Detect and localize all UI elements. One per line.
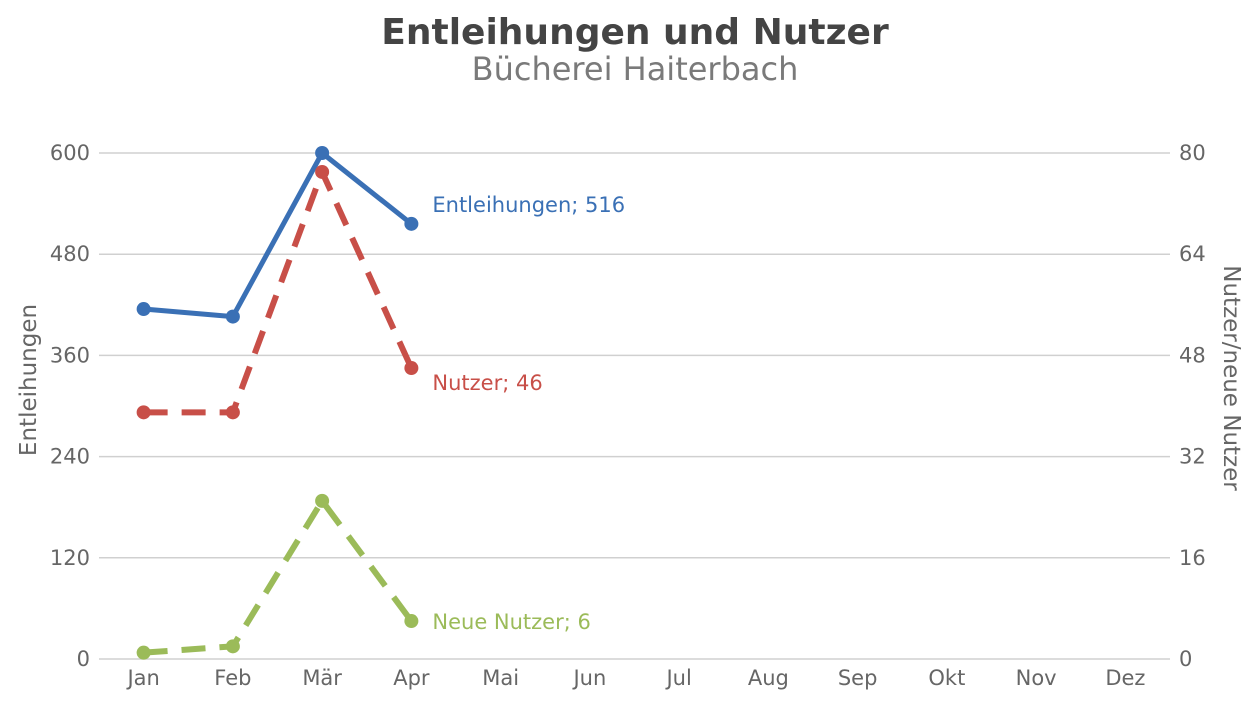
- series-end-label: Neue Nutzer; 6: [432, 610, 590, 634]
- series-entleihungen: Entleihungen; 516: [136, 146, 625, 324]
- x-tick-label: Dez: [1105, 666, 1145, 690]
- left-tick-label: 120: [50, 546, 90, 570]
- x-tick-label: Apr: [393, 666, 430, 690]
- right-tick-label: 0: [1179, 647, 1192, 671]
- right-tick-label: 64: [1179, 242, 1206, 266]
- data-point: [315, 164, 330, 179]
- data-point: [136, 645, 151, 660]
- left-tick-label: 600: [50, 141, 90, 165]
- x-tick-label: Jan: [125, 666, 159, 690]
- data-point: [404, 614, 419, 629]
- left-tick-label: 0: [77, 647, 90, 671]
- data-point: [225, 405, 240, 420]
- right-tick-label: 16: [1179, 546, 1206, 570]
- data-point: [315, 146, 330, 160]
- series-line: [143, 497, 414, 656]
- x-tick-label: Aug: [748, 666, 789, 690]
- x-tick-label: Jun: [571, 666, 606, 690]
- data-point: [404, 361, 419, 376]
- chart-subtitle: Bücherei Haiterbach: [472, 50, 799, 88]
- right-axis-title: Nutzer/neue Nutzer: [1218, 265, 1244, 491]
- series-nutzer: Nutzer; 46: [136, 164, 543, 420]
- left-axis-title: Entleihungen: [16, 304, 42, 456]
- data-point: [136, 302, 151, 317]
- x-tick-label: Feb: [214, 666, 251, 690]
- data-point: [225, 639, 240, 654]
- left-tick-label: 480: [50, 242, 90, 266]
- x-tick-label: Sep: [838, 666, 878, 690]
- series-line: [143, 150, 413, 320]
- series: Entleihungen; 516 Nutzer; 46 Neue Nutzer; …: [136, 146, 625, 660]
- series-end-label: Nutzer; 46: [432, 371, 542, 395]
- left-tick-label: 360: [50, 343, 90, 367]
- x-tick-label: Jul: [664, 666, 691, 690]
- right-tick-label: 32: [1179, 445, 1206, 469]
- axes: 0 0 120 16 240 32 360 48 480 64 600 80 Jan Feb Mär Apr M…: [50, 141, 1206, 690]
- left-tick-label: 240: [50, 445, 90, 469]
- x-tick-label: Okt: [928, 666, 965, 690]
- data-point: [136, 405, 151, 420]
- chart-title: Entleihungen und Nutzer: [381, 12, 889, 53]
- series-end-label: Entleihungen; 516: [432, 193, 625, 217]
- series-neue-nutzer: Neue Nutzer; 6: [136, 493, 591, 660]
- data-point: [315, 493, 330, 508]
- x-tick-label: Mai: [482, 666, 519, 690]
- gridlines: [99, 152, 1170, 660]
- right-tick-label: 80: [1179, 141, 1206, 165]
- x-tick-label: Nov: [1016, 666, 1057, 690]
- x-tick-label: Mär: [302, 666, 342, 690]
- right-tick-label: 48: [1179, 343, 1206, 367]
- data-point: [225, 309, 240, 324]
- data-point: [404, 216, 419, 231]
- series-line: [143, 168, 415, 416]
